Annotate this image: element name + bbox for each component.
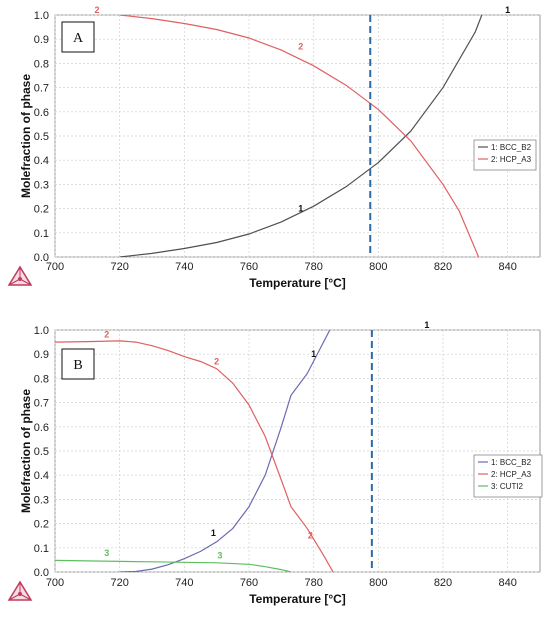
curve-tag-label: 2 xyxy=(298,41,303,51)
legend-entry: 1: BCC_B2 xyxy=(491,143,532,152)
curve-tag-label: 1 xyxy=(311,349,316,359)
panel-label-box xyxy=(61,348,95,380)
legend-entry: 3: CUTI2 xyxy=(491,482,524,491)
y-tick-label: 0.9 xyxy=(34,34,49,46)
y-tick-label: 0.4 xyxy=(34,155,49,167)
curve-tag-label: 3 xyxy=(217,550,222,560)
y-tick-label: 0.1 xyxy=(34,543,49,555)
y-tick-label: 0.8 xyxy=(34,373,49,385)
y-tick-label: 0.7 xyxy=(34,83,49,95)
x-tick-label: 820 xyxy=(434,261,452,273)
chart-panel-b: 700 720 740 760 780 800 820 840 0.0 0.1 0.2 0.3 0.4 0… xyxy=(7,320,543,606)
x-tick-label: 760 xyxy=(240,577,258,589)
x-axis-label: Temperature [°C] xyxy=(249,276,346,290)
legend-entry: 2: HCP_A3 xyxy=(491,155,532,164)
x-tick-label: 700 xyxy=(46,577,64,589)
x-tick-label: 780 xyxy=(304,577,322,589)
x-tick-label: 700 xyxy=(46,261,64,273)
y-tick-label: 0.7 xyxy=(34,398,49,410)
x-tick-label: 840 xyxy=(498,577,516,589)
y-tick-label: 0.3 xyxy=(34,179,49,191)
curve-tag-label: 1 xyxy=(424,320,429,330)
legend-entry: 2: HCP_A3 xyxy=(491,470,532,479)
curve-tag-label: 1 xyxy=(298,203,303,213)
curve-tag-label: 1 xyxy=(505,5,510,15)
x-tick-label: 820 xyxy=(434,577,452,589)
panel-label-box xyxy=(61,21,95,53)
series-line-3 xyxy=(55,559,292,572)
y-tick-label: 0.6 xyxy=(34,422,49,434)
y-tick-label: 0.5 xyxy=(34,131,49,143)
y-tick-label: 0.9 xyxy=(34,349,49,361)
thermo-calc-logo-icon xyxy=(7,580,33,601)
panel-label: A xyxy=(73,31,84,46)
series-line-2 xyxy=(119,15,480,257)
y-tick-label: 0.6 xyxy=(34,107,49,119)
x-tick-label: 840 xyxy=(498,261,516,273)
y-tick-label: 0.4 xyxy=(34,470,49,482)
y-axis-label: Molefraction of phase xyxy=(19,74,33,198)
panel-label: B xyxy=(73,358,82,373)
y-tick-label: 0.3 xyxy=(34,494,49,506)
curve-tag-label: 2 xyxy=(308,531,313,541)
series-line-1 xyxy=(119,330,331,572)
legend-entry: 1: BCC_B2 xyxy=(491,458,532,467)
curve-tag-label: 2 xyxy=(104,330,109,340)
y-tick-label: 0.0 xyxy=(34,567,49,579)
curve-tag-label: 3 xyxy=(104,548,109,558)
y-tick-label: 0.8 xyxy=(34,58,49,70)
series-line-1 xyxy=(119,15,483,257)
y-tick-label: 1.0 xyxy=(34,325,49,337)
y-axis-label: Molefraction of phase xyxy=(19,389,33,513)
x-tick-label: 800 xyxy=(369,261,387,273)
x-tick-label: 720 xyxy=(110,261,128,273)
x-tick-label: 740 xyxy=(175,577,193,589)
series-line-2 xyxy=(55,340,334,572)
x-tick-label: 720 xyxy=(110,577,128,589)
y-tick-label: 0.5 xyxy=(34,446,49,458)
x-tick-label: 740 xyxy=(175,261,193,273)
y-tick-label: 0.2 xyxy=(34,519,49,531)
curve-tag-label: 2 xyxy=(95,5,100,15)
x-tick-label: 780 xyxy=(304,261,322,273)
y-tick-label: 0.2 xyxy=(34,204,49,216)
y-tick-label: 0.0 xyxy=(34,252,49,264)
y-tick-label: 1.0 xyxy=(34,10,49,22)
curve-tag-label: 1 xyxy=(211,528,216,538)
chart-panel-a: 700 720 740 760 780 800 820 840 0.0 0.1 0.2 0.3 0.4 0… xyxy=(7,5,541,290)
x-tick-label: 800 xyxy=(369,577,387,589)
y-tick-label: 0.1 xyxy=(34,228,49,240)
thermo-calc-logo-icon xyxy=(7,265,33,286)
legend-box xyxy=(473,139,537,171)
x-axis-label: Temperature [°C] xyxy=(249,592,346,606)
curve-tag-label: 2 xyxy=(214,356,219,366)
x-tick-label: 760 xyxy=(240,261,258,273)
